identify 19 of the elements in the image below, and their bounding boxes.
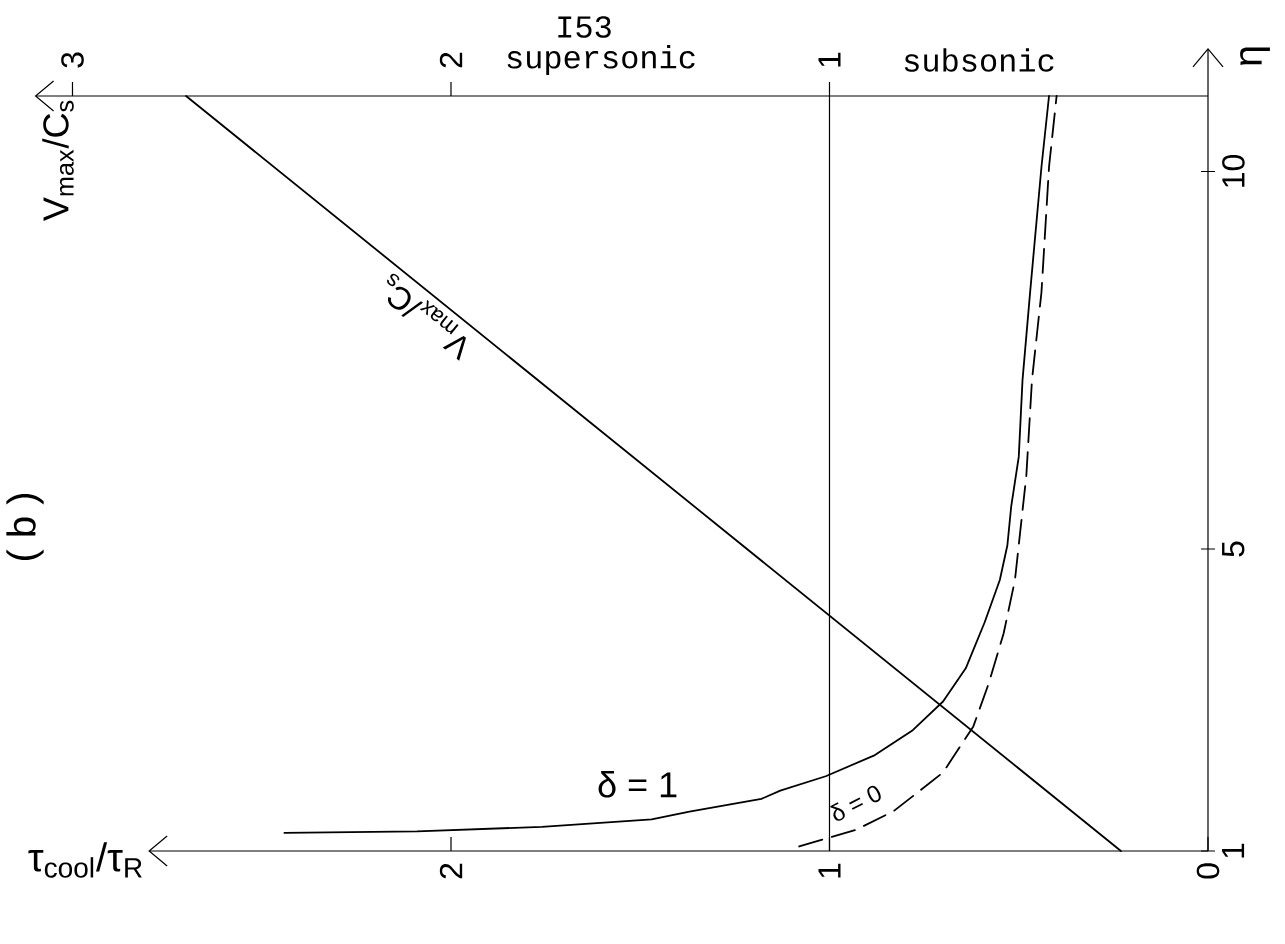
text: ( b ) <box>6 493 44 561</box>
text: subsonic <box>904 48 1054 72</box>
x-tick-label: 0 <box>1196 863 1220 879</box>
x2-tick-label: 2 <box>439 52 463 68</box>
x-axis-title: τ$_{cool}$/τ$_{R}$ <box>28 842 142 878</box>
text: supersonic <box>507 45 695 75</box>
y-tick-label: 10 <box>1222 154 1245 187</box>
x2-tick-label: 1 <box>818 52 841 67</box>
x-tick-label: 1 <box>818 863 841 878</box>
y-tick-label: 1 <box>1222 843 1245 858</box>
y-tick-label: 5 <box>1222 541 1245 557</box>
y-axis-title: η <box>1240 47 1270 66</box>
series-label: δ = 1 <box>598 771 677 798</box>
x2-tick-label: 3 <box>61 52 84 68</box>
text: I53 <box>558 16 611 38</box>
x-tick-label: 2 <box>439 863 463 879</box>
text: V$_{max}$/C$_{s}$ <box>387 273 466 361</box>
x2-axis-title: V$_{max}$/C$_{s}$ <box>42 100 74 221</box>
text: δ = 0 <box>830 785 881 821</box>
